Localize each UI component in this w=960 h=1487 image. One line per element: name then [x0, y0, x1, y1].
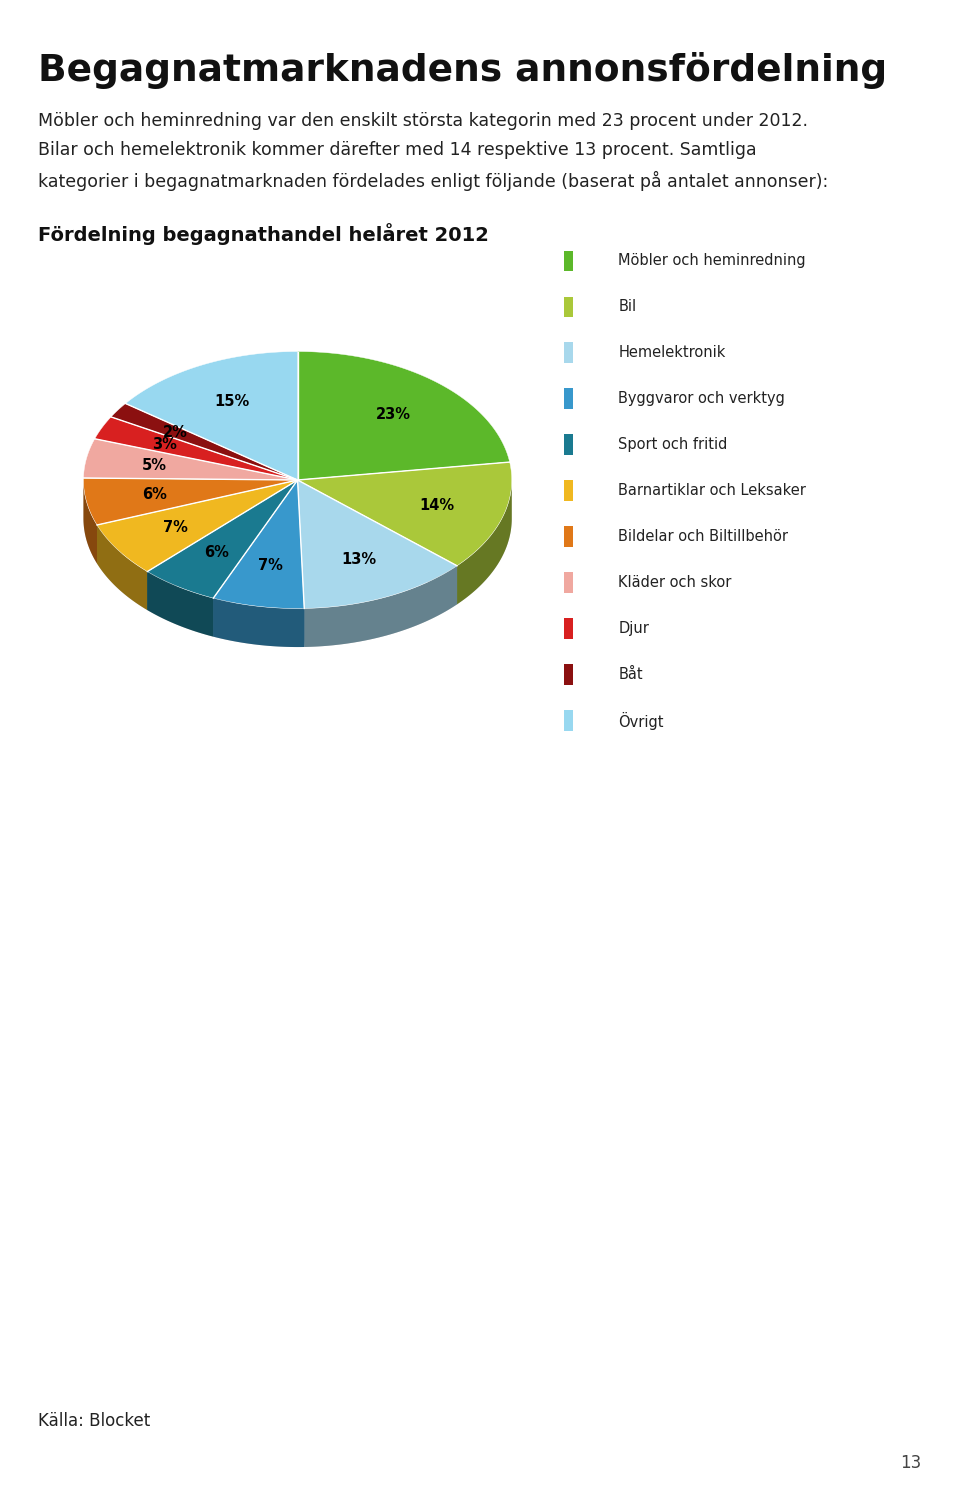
- Text: 2%: 2%: [163, 425, 188, 440]
- Text: Båt: Båt: [618, 668, 643, 683]
- Polygon shape: [97, 480, 298, 571]
- Polygon shape: [147, 571, 213, 636]
- Text: Djur: Djur: [618, 622, 649, 636]
- Text: 5%: 5%: [142, 458, 167, 473]
- Text: 3%: 3%: [153, 437, 177, 452]
- Polygon shape: [97, 480, 298, 564]
- Polygon shape: [304, 565, 457, 647]
- Polygon shape: [97, 480, 298, 564]
- Text: Barnartiklar och Leksaker: Barnartiklar och Leksaker: [618, 483, 806, 498]
- Polygon shape: [298, 480, 457, 604]
- FancyBboxPatch shape: [564, 296, 573, 317]
- Polygon shape: [457, 480, 512, 604]
- Polygon shape: [298, 351, 510, 480]
- Polygon shape: [298, 480, 457, 604]
- FancyBboxPatch shape: [564, 342, 573, 363]
- Text: Sport och fritid: Sport och fritid: [618, 437, 728, 452]
- Text: Möbler och heminredning: Möbler och heminredning: [618, 253, 805, 268]
- Polygon shape: [298, 462, 512, 565]
- Polygon shape: [147, 480, 298, 610]
- Text: Kläder och skor: Kläder och skor: [618, 575, 732, 590]
- FancyBboxPatch shape: [564, 388, 573, 409]
- FancyBboxPatch shape: [564, 665, 573, 686]
- Text: Bil: Bil: [618, 299, 636, 314]
- Text: 13%: 13%: [342, 552, 376, 567]
- Text: 15%: 15%: [214, 394, 250, 409]
- Polygon shape: [298, 480, 304, 647]
- Text: 6%: 6%: [142, 488, 166, 503]
- FancyBboxPatch shape: [564, 711, 573, 732]
- Text: 13: 13: [900, 1454, 922, 1472]
- Text: Bilar och hemelektronik kommer därefter med 14 respektive 13 procent. Samtliga: Bilar och hemelektronik kommer därefter …: [38, 141, 757, 159]
- Text: kategorier i begagnatmarknaden fördelades enligt följande (baserat på antalet an: kategorier i begagnatmarknaden fördelade…: [38, 171, 828, 192]
- Text: Möbler och heminredning var den enskilt största kategorin med 23 procent under 2: Möbler och heminredning var den enskilt …: [38, 112, 808, 129]
- Polygon shape: [213, 598, 304, 647]
- Text: Begagnatmarknadens annonsfördelning: Begagnatmarknadens annonsfördelning: [38, 52, 888, 89]
- FancyBboxPatch shape: [564, 572, 573, 593]
- Polygon shape: [97, 525, 147, 610]
- Text: Övrigt: Övrigt: [618, 711, 663, 730]
- Polygon shape: [84, 439, 298, 480]
- Polygon shape: [84, 480, 512, 647]
- Text: Källa: Blocket: Källa: Blocket: [38, 1413, 151, 1430]
- Text: Byggvaror och verktyg: Byggvaror och verktyg: [618, 391, 785, 406]
- Text: Fördelning begagnathandel helåret 2012: Fördelning begagnathandel helåret 2012: [38, 223, 490, 245]
- Text: Bildelar och Biltillbehör: Bildelar och Biltillbehör: [618, 529, 788, 544]
- Polygon shape: [213, 480, 298, 636]
- Polygon shape: [126, 351, 298, 480]
- Polygon shape: [147, 480, 298, 598]
- Polygon shape: [84, 480, 97, 564]
- Text: 7%: 7%: [258, 558, 283, 574]
- FancyBboxPatch shape: [564, 526, 573, 547]
- Polygon shape: [84, 477, 298, 525]
- FancyBboxPatch shape: [564, 250, 573, 271]
- Text: 14%: 14%: [420, 498, 454, 513]
- Polygon shape: [95, 416, 298, 480]
- FancyBboxPatch shape: [564, 434, 573, 455]
- Text: 7%: 7%: [163, 520, 188, 535]
- Text: 6%: 6%: [204, 546, 228, 561]
- FancyBboxPatch shape: [564, 619, 573, 639]
- FancyBboxPatch shape: [564, 480, 573, 501]
- Polygon shape: [213, 480, 298, 636]
- Polygon shape: [213, 480, 304, 608]
- Text: 23%: 23%: [375, 406, 411, 421]
- Polygon shape: [111, 403, 298, 480]
- Polygon shape: [298, 480, 304, 647]
- Text: Hemelektronik: Hemelektronik: [618, 345, 726, 360]
- Polygon shape: [147, 480, 298, 610]
- Polygon shape: [298, 480, 457, 608]
